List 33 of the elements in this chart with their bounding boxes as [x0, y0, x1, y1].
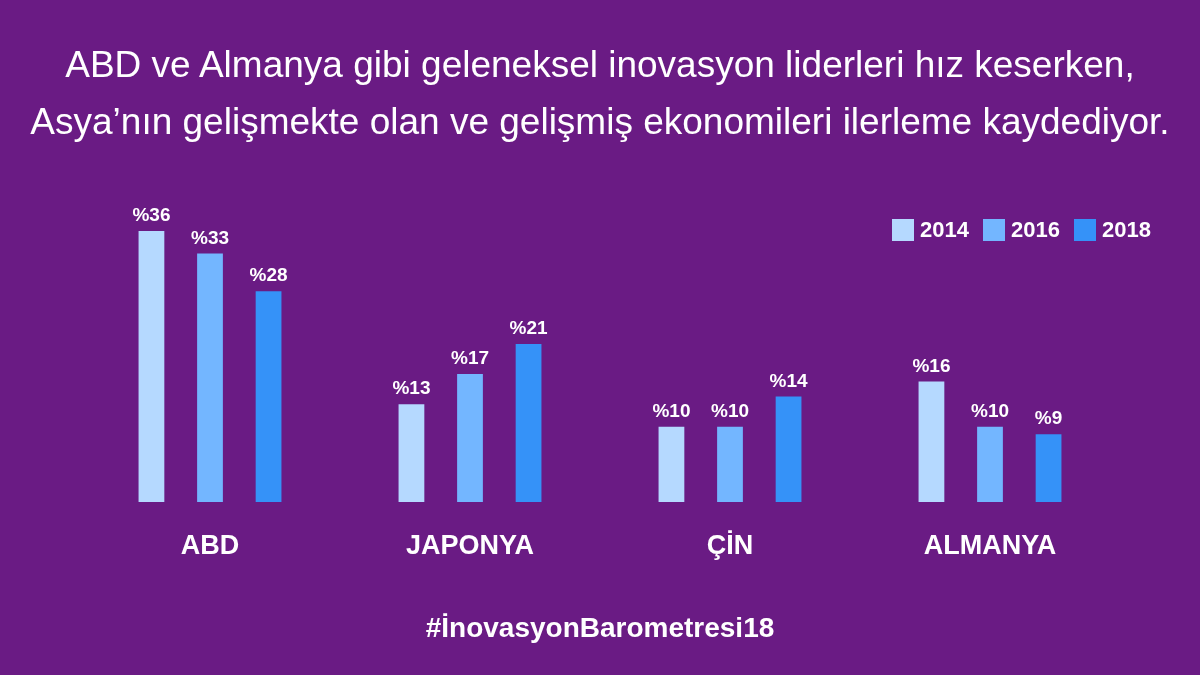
- bar: [1035, 434, 1062, 502]
- data-label: %33: [190, 226, 230, 248]
- x-tick-label: ALMANYA: [923, 529, 1057, 560]
- x-tick-label: ÇİN: [706, 529, 754, 560]
- bar: [138, 231, 165, 502]
- bar: [255, 291, 282, 502]
- bar: [398, 404, 425, 502]
- data-label: %21: [509, 316, 548, 338]
- data-label: %10: [710, 399, 750, 421]
- data-label: %16: [912, 354, 951, 376]
- legend-label: 2014: [920, 217, 970, 242]
- data-label: %14: [769, 369, 808, 391]
- bar: [775, 396, 802, 502]
- bar: [977, 426, 1003, 502]
- data-label: %28: [249, 264, 288, 286]
- bar: [717, 426, 743, 502]
- data-label: %10: [970, 399, 1010, 421]
- data-label: %10: [652, 399, 691, 421]
- chart-title: ABD ve Almanya gibi geleneksel inovasyon liderleri hız keserken, Asya’nın gelişmekte olan ve gelişmiş ekonomileri ilerleme kaydediyor.: [29, 43, 1171, 144]
- data-label: %36: [132, 204, 171, 225]
- x-tick-label: ABD: [180, 529, 240, 560]
- data-label: %9: [1034, 407, 1063, 429]
- legend-label: 2018: [1102, 217, 1151, 242]
- text: #İnovasyonBarometresi18: [425, 612, 775, 644]
- bar: [457, 374, 483, 502]
- x-tick-label: JAPONYA: [405, 529, 535, 560]
- bar: [918, 381, 945, 502]
- legend-label: 2016: [1011, 217, 1060, 242]
- data-label: %13: [392, 377, 431, 399]
- data-label: %17: [450, 347, 490, 369]
- bar: [197, 253, 223, 502]
- bar: [515, 343, 542, 502]
- bar: [658, 426, 685, 502]
